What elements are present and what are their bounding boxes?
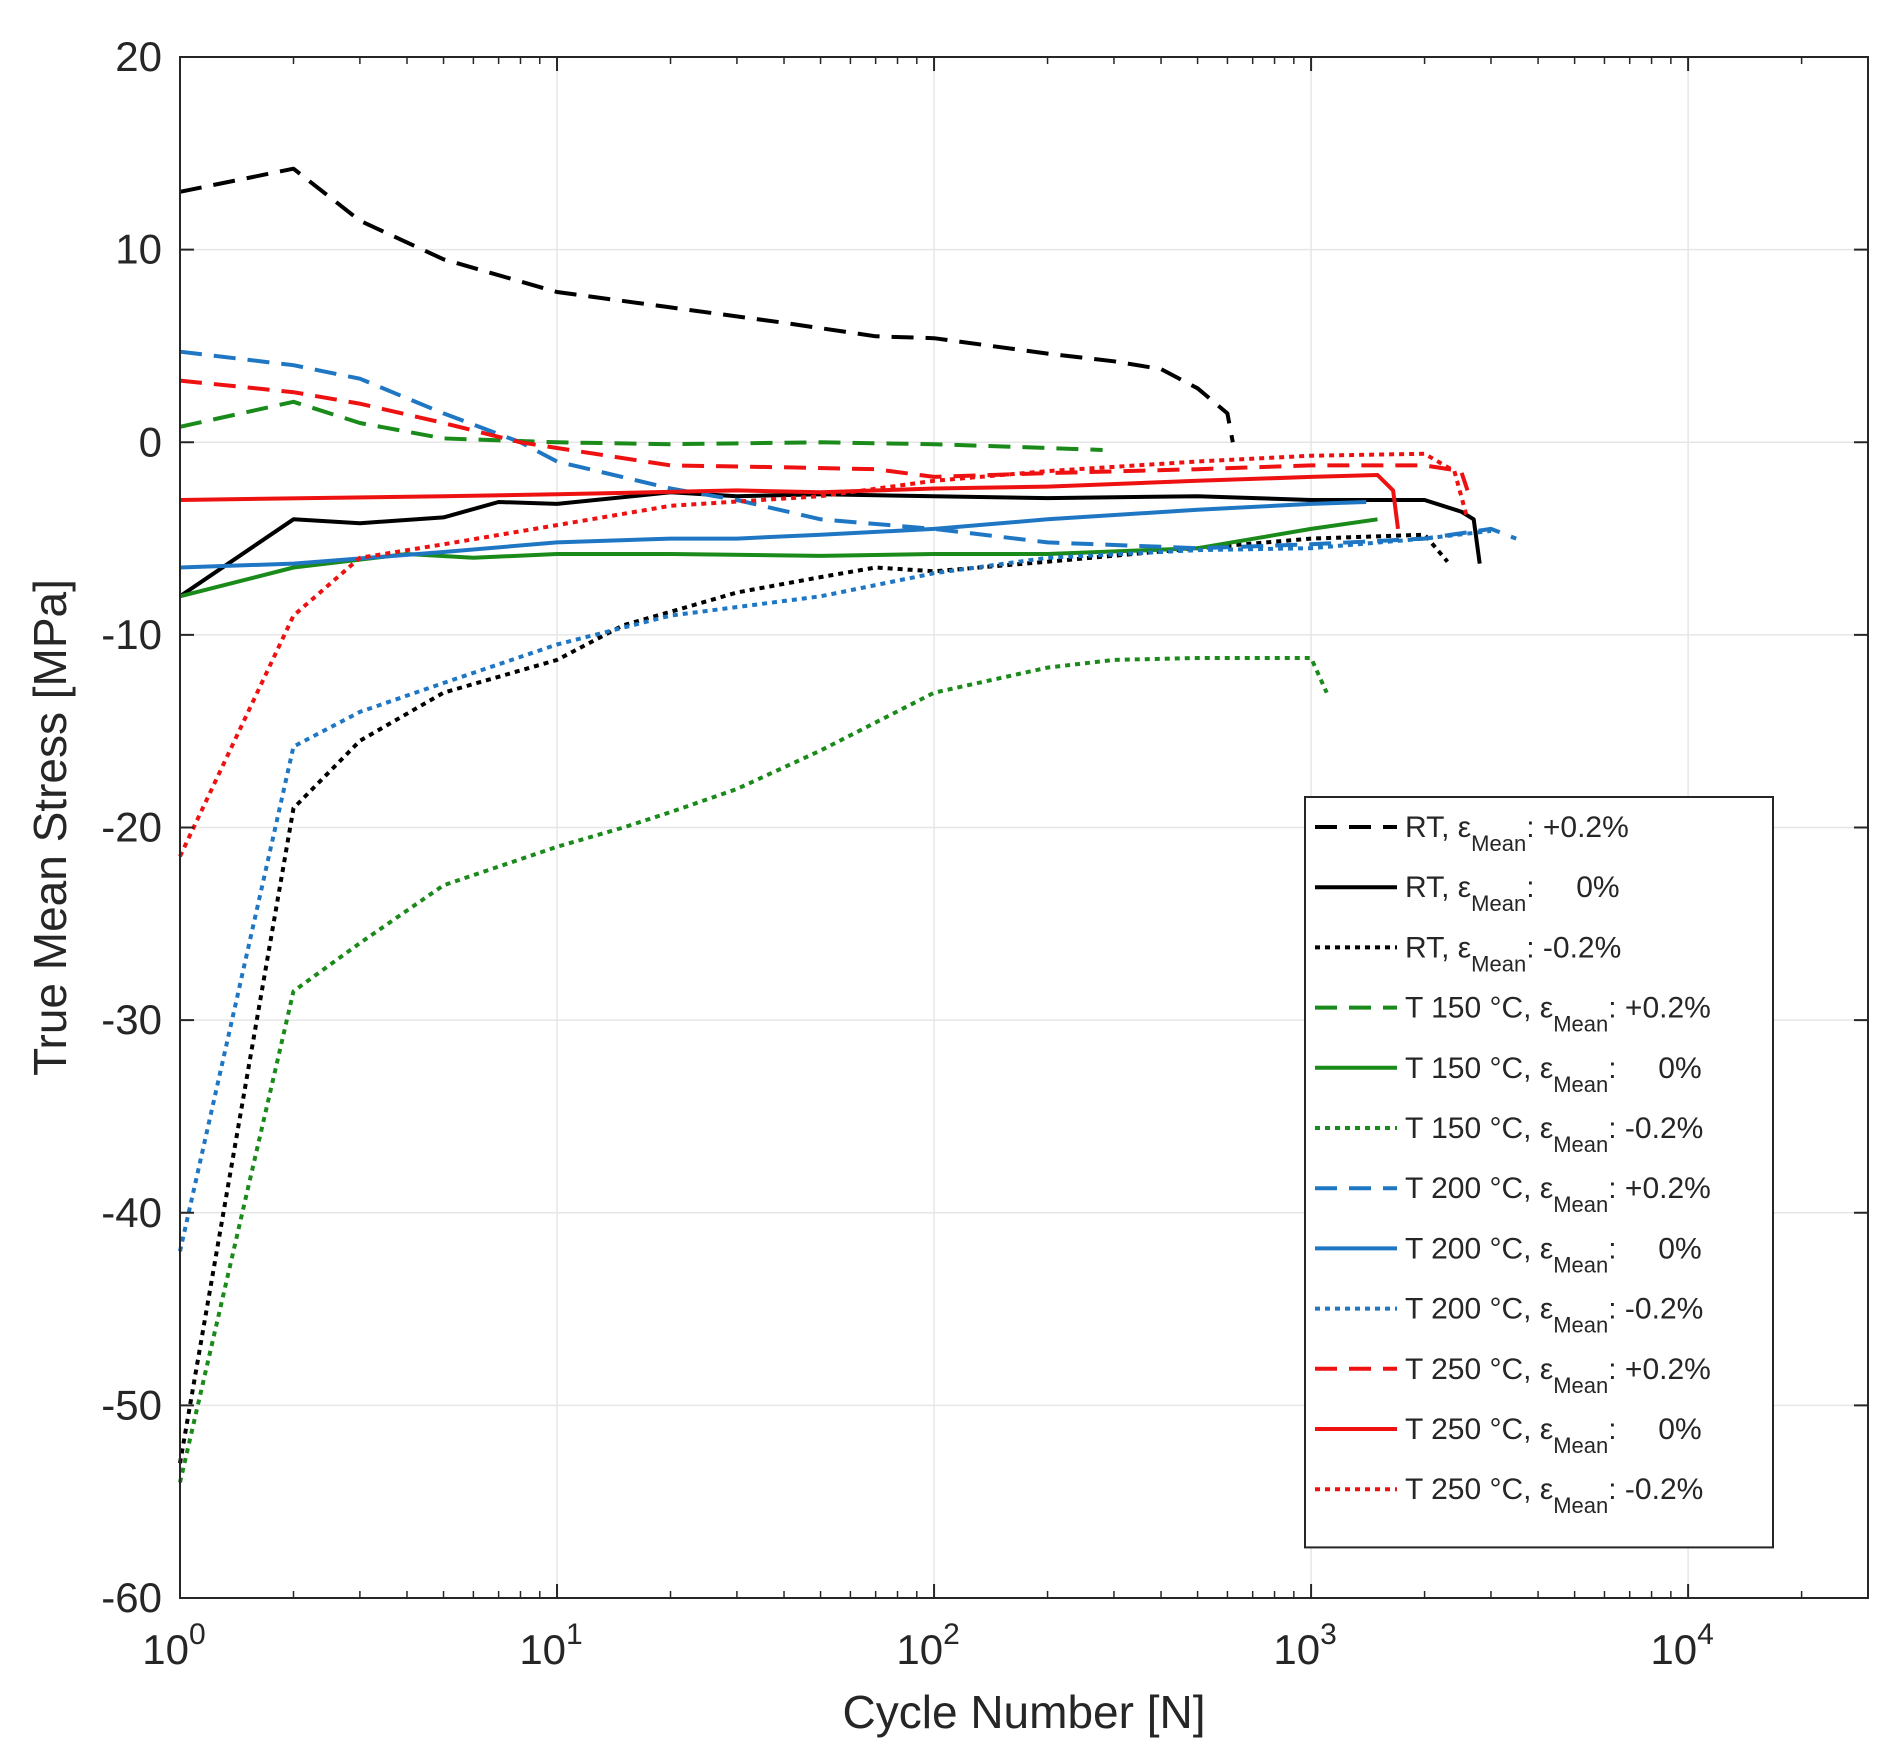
legend-label-suffix: : 0% <box>1526 871 1619 904</box>
legend-label-6: T 150 °C, εMean: -0.2% <box>1405 1112 1703 1157</box>
legend-label-subscript: Mean <box>1471 891 1526 916</box>
x-tick-label-exp: 3 <box>1320 1618 1337 1651</box>
legend-label-prefix: T 200 °C, ε <box>1405 1172 1553 1205</box>
y-tick-label: -10 <box>101 611 162 658</box>
series-line-1 <box>179 166 1235 443</box>
legend-label-prefix: T 200 °C, ε <box>1405 1293 1553 1326</box>
legend-label-subscript: Mean <box>1553 1493 1608 1518</box>
legend-label-suffix: : 0% <box>1608 1232 1701 1265</box>
x-tick-label: 101 <box>519 1618 582 1673</box>
y-tick-label: 10 <box>115 226 162 273</box>
series-line-9 <box>178 528 1492 1252</box>
legend-label-suffix: : -0.2% <box>1608 1293 1703 1326</box>
legend-label-1: RT, εMean: +0.2% <box>1405 811 1629 856</box>
legend-label-suffix: : +0.2% <box>1526 811 1629 844</box>
legend-label-subscript: Mean <box>1553 1373 1608 1398</box>
legend-label-subscript: Mean <box>1553 1012 1608 1037</box>
legend-label-suffix: : -0.2% <box>1608 1473 1703 1506</box>
y-axis-label: True Mean Stress [MPa] <box>24 579 76 1076</box>
series-line-7 <box>179 349 1517 551</box>
legend-label-8: T 200 °C, εMean: 0% <box>1405 1232 1702 1277</box>
x-tick-label-base: 10 <box>1273 1626 1320 1673</box>
x-tick-label-exp: 0 <box>189 1618 206 1651</box>
legend-label-subscript: Mean <box>1471 831 1526 856</box>
legend-label-11: T 250 °C, εMean: 0% <box>1405 1413 1702 1458</box>
x-axis-label: Cycle Number [N] <box>843 1686 1206 1738</box>
legend-box <box>1304 796 1774 1549</box>
legend: RT, εMean: +0.2%RT, εMean: 0%RT, εMean: … <box>1304 796 1774 1549</box>
series-line-4 <box>179 399 1103 452</box>
x-tick-label: 100 <box>142 1618 205 1673</box>
legend-label-4: T 150 °C, εMean: +0.2% <box>1405 992 1711 1037</box>
series-line-8 <box>179 500 1367 570</box>
legend-label-12: T 250 °C, εMean: -0.2% <box>1405 1473 1703 1518</box>
series-line-6 <box>178 656 1329 1483</box>
legend-label-suffix: : 0% <box>1608 1413 1701 1446</box>
legend-label-prefix: T 200 °C, ε <box>1405 1232 1553 1265</box>
x-tick-label-base: 10 <box>142 1626 189 1673</box>
y-tick-label: -30 <box>101 996 162 1043</box>
legend-label-prefix: T 150 °C, ε <box>1405 1112 1553 1145</box>
legend-label-prefix: T 250 °C, ε <box>1405 1353 1553 1386</box>
legend-label-prefix: T 150 °C, ε <box>1405 992 1553 1025</box>
series-line-2 <box>178 490 1482 598</box>
legend-label-subscript: Mean <box>1471 951 1526 976</box>
x-tick-label-base: 10 <box>519 1626 566 1673</box>
legend-label-subscript: Mean <box>1553 1132 1608 1157</box>
x-tick-label-base: 10 <box>1650 1626 1697 1673</box>
legend-label-subscript: Mean <box>1553 1252 1608 1277</box>
series-line-11 <box>179 473 1400 530</box>
legend-label-prefix: T 250 °C, ε <box>1405 1413 1553 1446</box>
y-tick-label: -60 <box>101 1574 162 1621</box>
legend-label-suffix: : -0.2% <box>1608 1112 1703 1145</box>
x-tick-label: 102 <box>896 1618 959 1673</box>
legend-label-subscript: Mean <box>1553 1313 1608 1338</box>
legend-label-5: T 150 °C, εMean: 0% <box>1405 1052 1702 1097</box>
series-group <box>178 166 1517 1483</box>
x-tick-label-base: 10 <box>896 1626 943 1673</box>
legend-label-prefix: T 250 °C, ε <box>1405 1473 1553 1506</box>
legend-label-prefix: RT, ε <box>1405 931 1471 964</box>
series-line-10 <box>179 378 1470 492</box>
legend-label-suffix: : +0.2% <box>1608 1353 1711 1386</box>
legend-label-suffix: : +0.2% <box>1608 992 1711 1025</box>
legend-label-subscript: Mean <box>1553 1072 1608 1097</box>
y-tick-label: -20 <box>101 804 162 851</box>
legend-label-10: T 250 °C, εMean: +0.2% <box>1405 1353 1711 1398</box>
x-tick-label-exp: 4 <box>1697 1618 1714 1651</box>
legend-label-subscript: Mean <box>1553 1433 1608 1458</box>
legend-label-suffix: : -0.2% <box>1526 931 1621 964</box>
legend-label-prefix: T 150 °C, ε <box>1405 1052 1553 1085</box>
x-tick-label: 103 <box>1273 1618 1336 1673</box>
y-tick-label: -40 <box>101 1189 162 1236</box>
x-tick-label-exp: 1 <box>566 1618 583 1651</box>
legend-label-2: RT, εMean: 0% <box>1405 871 1620 916</box>
legend-label-suffix: : 0% <box>1608 1052 1701 1085</box>
legend-label-subscript: Mean <box>1553 1192 1608 1217</box>
x-tick-label: 104 <box>1650 1618 1713 1673</box>
legend-label-prefix: RT, ε <box>1405 811 1471 844</box>
legend-label-7: T 200 °C, εMean: +0.2% <box>1405 1172 1711 1217</box>
legend-label-prefix: RT, ε <box>1405 871 1471 904</box>
ticks <box>179 56 1869 1599</box>
legend-label-3: RT, εMean: -0.2% <box>1405 931 1621 976</box>
y-tick-label: 0 <box>139 418 162 465</box>
x-tick-label-exp: 2 <box>943 1618 960 1651</box>
y-tick-label: -50 <box>101 1381 162 1428</box>
legend-label-suffix: : +0.2% <box>1608 1172 1711 1205</box>
legend-label-9: T 200 °C, εMean: -0.2% <box>1405 1293 1703 1338</box>
y-tick-label: 20 <box>115 33 162 80</box>
